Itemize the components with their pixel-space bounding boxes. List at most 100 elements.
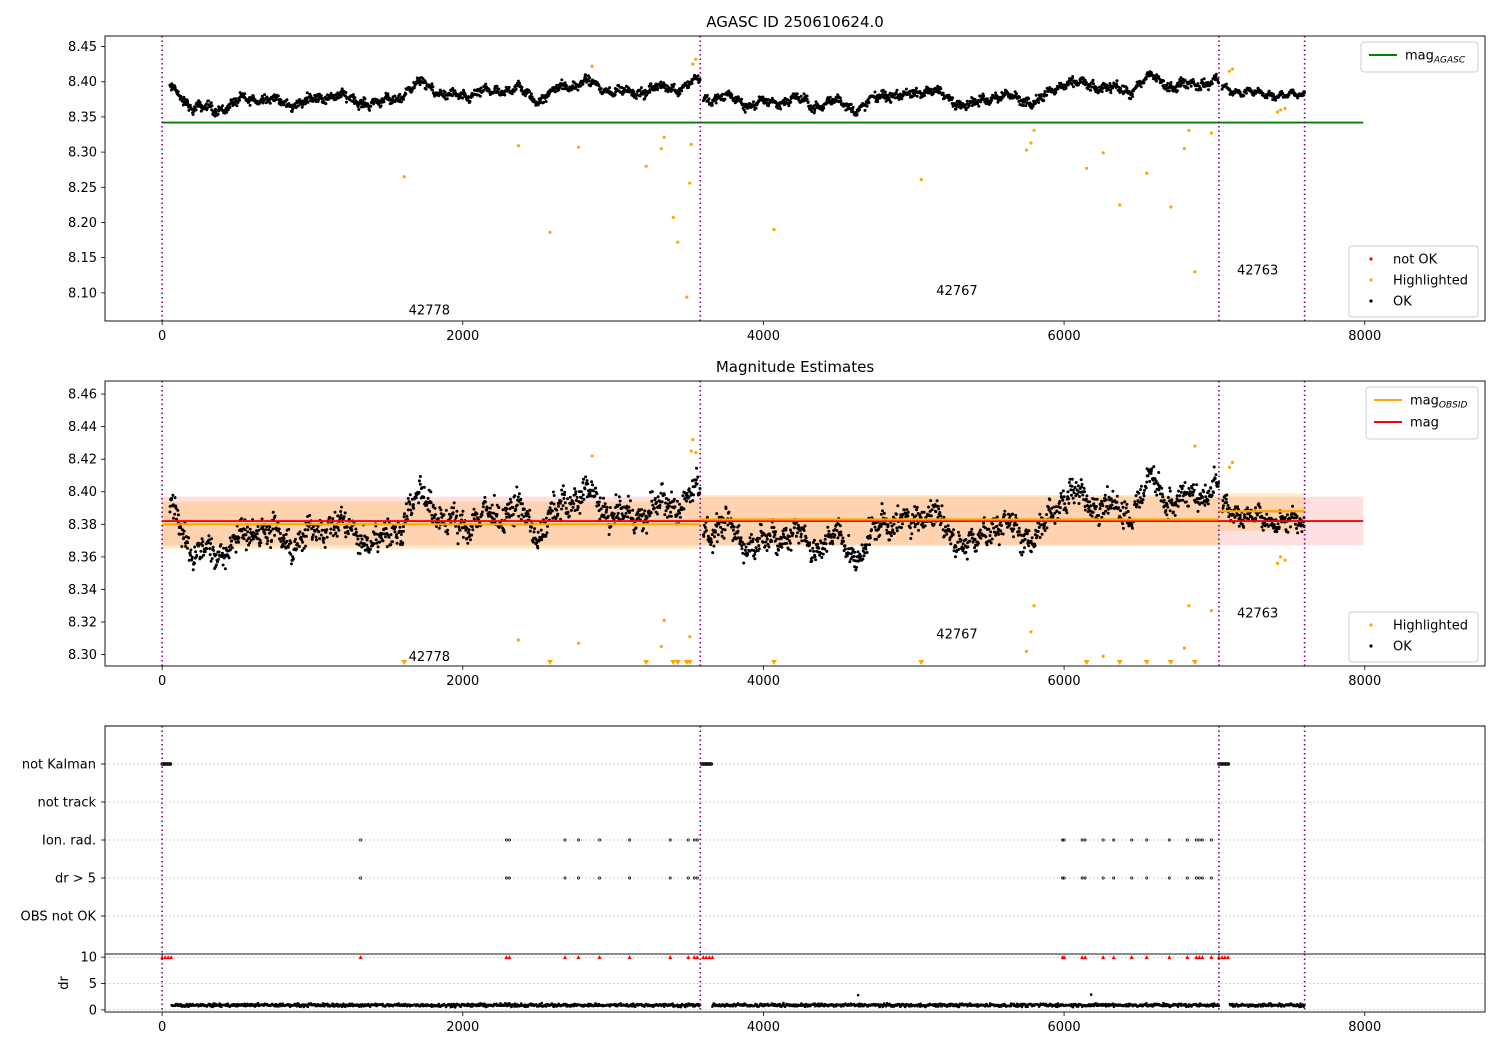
ok-point [938, 511, 942, 514]
x-tick-label: 8000 [1348, 329, 1381, 344]
ok-point [914, 514, 918, 518]
highlighted-point [685, 295, 689, 299]
ok-point [439, 89, 443, 93]
ok-point [1148, 479, 1152, 483]
ok-point [1286, 530, 1290, 534]
ok-point [1017, 530, 1021, 533]
ok-point [1138, 505, 1141, 509]
highlighted-point [1209, 131, 1214, 135]
ok-point [1063, 502, 1067, 506]
highlighted-point [919, 177, 923, 182]
ok-point [424, 87, 428, 91]
ok-point [365, 543, 369, 547]
ok-point [1109, 91, 1113, 95]
ok-point [842, 539, 845, 543]
ok-point [799, 532, 803, 536]
ok-point [456, 531, 459, 535]
y-tick-label: 8.44 [68, 420, 97, 435]
ok-point [810, 556, 814, 560]
highlighted-point [1182, 146, 1186, 151]
ok-point [984, 102, 988, 106]
highlighted-point [1227, 465, 1232, 469]
ok-point [695, 466, 698, 470]
ok-point [934, 510, 938, 514]
ok-point [969, 530, 973, 534]
ok-point [331, 517, 335, 521]
ok-point [176, 513, 180, 517]
ok-point [810, 559, 814, 563]
ok-point [1043, 90, 1047, 93]
ok-point [507, 85, 511, 89]
ok-point [214, 563, 218, 567]
ok-point [798, 529, 802, 533]
legend-label: OK [1393, 640, 1412, 655]
highlighted-point [1230, 460, 1235, 465]
ok-point [263, 93, 267, 97]
ok-point [248, 541, 252, 545]
ok-point [1105, 504, 1109, 508]
ok-point [885, 528, 889, 532]
ok-point [537, 102, 541, 106]
ok-point [979, 536, 983, 540]
ok-point [642, 91, 646, 95]
ok-point [409, 508, 413, 512]
ok-point [507, 513, 511, 517]
ok-point [495, 513, 499, 516]
ok-point [847, 534, 851, 537]
ok-point [298, 98, 301, 101]
ok-point [702, 534, 706, 538]
ok-point [754, 106, 758, 110]
ok-point [881, 509, 884, 513]
ok-point [678, 92, 682, 96]
ok-point [581, 82, 585, 86]
ok-point [1040, 93, 1043, 97]
ok-point [670, 490, 673, 494]
ok-point [822, 106, 826, 110]
x-tick-label: 4000 [747, 329, 780, 344]
ok-point [1059, 491, 1063, 495]
ok-point [298, 530, 302, 534]
ok-point [412, 86, 416, 90]
ok-point [616, 511, 620, 515]
ok-point [1129, 97, 1133, 101]
ok-point [361, 99, 365, 103]
ok-point [608, 86, 612, 90]
ok-point [643, 509, 647, 513]
highlighted-point [689, 449, 693, 453]
ok-point [214, 553, 218, 557]
ok-point [835, 529, 839, 532]
ok-point [825, 549, 829, 553]
highlighted-point [659, 644, 663, 649]
ok-point [651, 503, 655, 507]
highlighted-point [1118, 203, 1122, 207]
ok-point [581, 481, 585, 485]
ok-point [1092, 82, 1095, 86]
ok-point [1012, 527, 1016, 531]
ok-point [667, 498, 671, 502]
ok-point [263, 532, 267, 536]
ok-point [495, 84, 499, 88]
ok-point [1038, 536, 1042, 539]
ok-point [1076, 484, 1080, 488]
ok-point [1011, 512, 1015, 516]
ok-point [265, 536, 269, 540]
ok-point [567, 514, 571, 518]
ok-point [1261, 528, 1265, 532]
ok-point [314, 535, 318, 539]
ok-point [441, 92, 445, 96]
ok-point [1097, 522, 1101, 526]
ok-point [952, 528, 956, 532]
ok-point [1192, 488, 1196, 492]
ok-point [247, 100, 251, 104]
ok-point [1093, 497, 1097, 501]
ok-point [246, 530, 250, 534]
ok-point [1106, 511, 1110, 515]
ok-point [614, 493, 618, 497]
ok-point [437, 526, 441, 530]
ok-point [1212, 491, 1215, 494]
ok-point [792, 526, 796, 530]
ok-point [685, 491, 689, 495]
ok-point [240, 517, 244, 521]
ok-point [1094, 505, 1098, 508]
ok-point [764, 540, 768, 544]
